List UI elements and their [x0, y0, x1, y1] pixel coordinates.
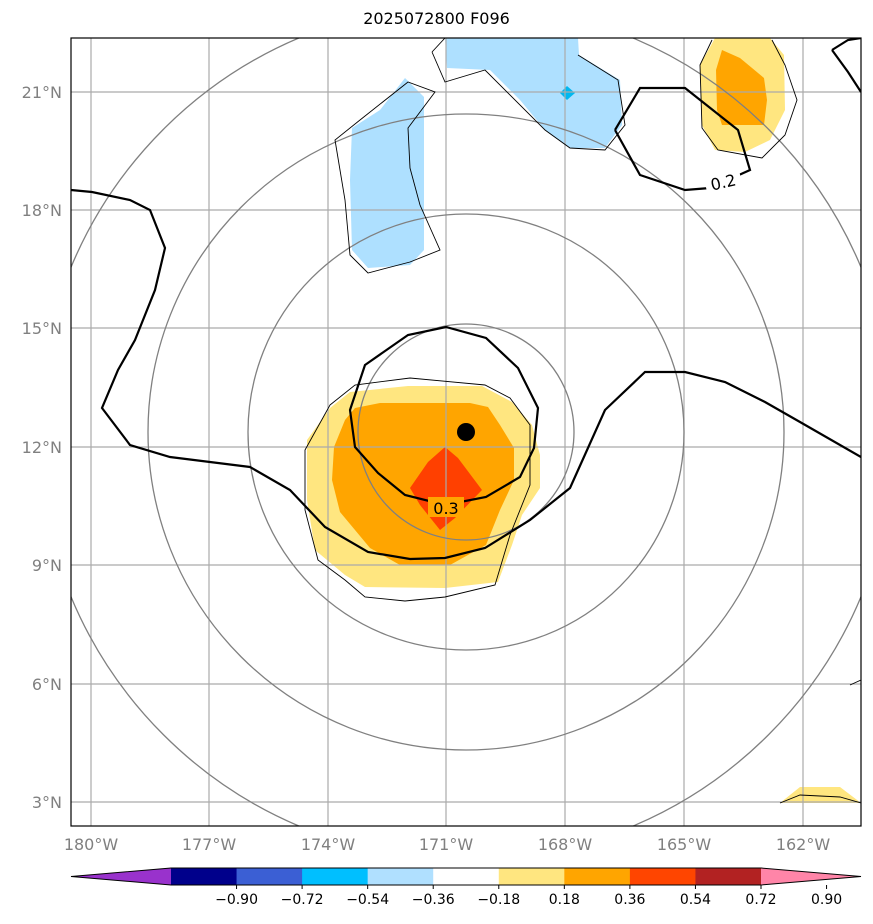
contour-0-2-west — [71, 188, 861, 561]
storm-center-marker — [457, 423, 475, 441]
colorbar-swatch — [695, 868, 762, 885]
colorbar-swatch — [629, 868, 696, 885]
colorbar: −0.90 −0.72 −0.54 −0.36 −0.18 0.18 0.36 0.54 0.7… — [70, 867, 862, 908]
shading-orange-ne — [716, 50, 767, 125]
lon-label-171w: 171°W — [419, 835, 474, 854]
contour-0-2-ne — [614, 86, 752, 192]
map-area: 0.2 0.3 — [71, 38, 861, 826]
map-frame — [70, 37, 862, 827]
lat-label-3n: 3°N — [32, 793, 62, 812]
colorbar-swatch — [236, 868, 303, 885]
map-title: 2025072800 F096 — [363, 9, 510, 28]
colorbar-swatch — [367, 868, 434, 885]
lat-label-21n: 21°N — [22, 83, 62, 102]
lat-label-18n: 18°N — [22, 201, 62, 220]
shading-cyan-spot — [560, 86, 575, 100]
shading-yellow-se — [780, 787, 861, 803]
lon-label-168w: 168°W — [538, 835, 593, 854]
colorbar-swatch — [171, 868, 238, 885]
colorbar-swatch — [302, 868, 369, 885]
lat-label-15n: 15°N — [22, 319, 62, 338]
colorbar-tick-label: −0.72 — [281, 892, 324, 908]
colorbar-outline — [70, 867, 862, 886]
lon-label-174w: 174°W — [301, 835, 356, 854]
colorbar-tick-label: −0.18 — [477, 892, 520, 908]
colorbar-tick-label: 0.54 — [680, 892, 711, 908]
colorbar-tick-label: −0.36 — [412, 892, 455, 908]
contour-0-2-far-ne — [831, 38, 861, 93]
thick-contours — [71, 38, 861, 561]
lon-labels: 180°W 177°W 174°W 171°W 168°W 165°W 162°… — [64, 835, 831, 854]
colorbar-extend-low — [71, 868, 171, 885]
shading-lightblue-north — [445, 38, 622, 148]
contour-label-0-2: 0.2 — [709, 170, 738, 194]
lon-label-177w: 177°W — [182, 835, 237, 854]
contour-label-0-3: 0.3 — [433, 499, 458, 518]
lon-label-180w: 180°W — [64, 835, 119, 854]
colorbar-extend-high — [761, 868, 861, 885]
colorbar-swatch — [498, 868, 565, 885]
shading-lightblue-west — [350, 78, 424, 268]
colorbar-tick-label: −0.54 — [346, 892, 389, 908]
lat-label-6n: 6°N — [32, 675, 62, 694]
lon-label-165w: 165°W — [657, 835, 712, 854]
lon-label-162w: 162°W — [776, 835, 831, 854]
lat-label-12n: 12°N — [22, 438, 62, 457]
colorbar-tick-label: 0.72 — [745, 892, 776, 908]
lat-labels: 21°N 18°N 15°N 12°N 9°N 6°N 3°N — [22, 83, 62, 812]
distance-rings — [71, 38, 861, 826]
shading-negative — [350, 38, 622, 268]
lat-label-9n: 9°N — [32, 556, 62, 575]
colorbar-swatch — [433, 868, 500, 885]
colorbar-tick-label: 0.18 — [549, 892, 580, 908]
colorbar-tick-label: −0.90 — [215, 892, 258, 908]
colorbar-tick-label: 0.90 — [811, 892, 842, 908]
colorbar-tick-label: 0.36 — [614, 892, 645, 908]
colorbar-swatch — [564, 868, 631, 885]
contour-0-3-center — [348, 325, 540, 507]
thin-contours — [304, 38, 861, 804]
